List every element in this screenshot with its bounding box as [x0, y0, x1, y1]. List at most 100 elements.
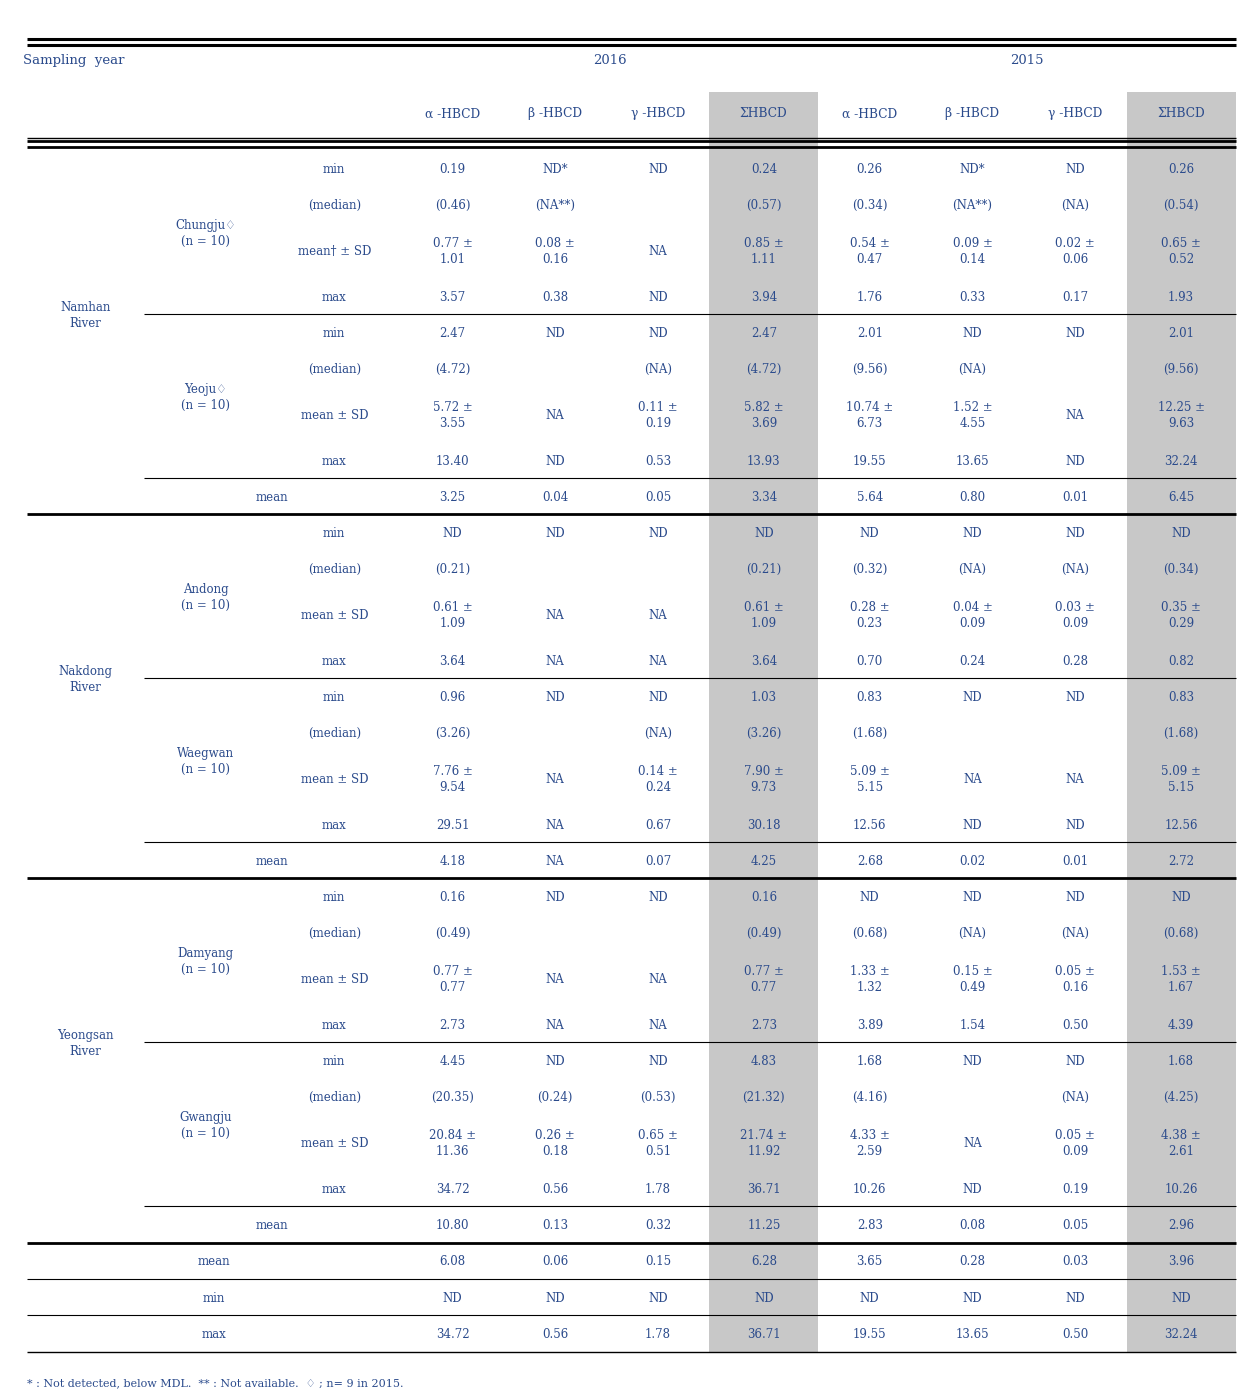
Text: α -HBCD: α -HBCD: [425, 108, 480, 120]
Text: 2.01: 2.01: [1167, 327, 1195, 340]
Text: 5.09 ±
5.15: 5.09 ± 5.15: [1161, 765, 1201, 794]
Text: 1.52 ±
4.55: 1.52 ± 4.55: [952, 401, 993, 429]
Text: 3.89: 3.89: [857, 1019, 883, 1032]
Text: 1.78: 1.78: [645, 1183, 671, 1197]
Text: 0.19: 0.19: [1062, 1183, 1088, 1197]
Text: 13.65: 13.65: [956, 454, 989, 468]
Text: (NA): (NA): [1061, 1092, 1089, 1104]
Text: mean† ± SD: mean† ± SD: [297, 245, 371, 257]
Text: ND*: ND*: [542, 162, 568, 176]
Text: ND: ND: [963, 1183, 982, 1197]
Text: ND*: ND*: [959, 162, 985, 176]
Text: (NA): (NA): [958, 927, 987, 941]
Text: (median): (median): [308, 199, 360, 211]
Text: 0.80: 0.80: [959, 491, 985, 503]
Text: 2.73: 2.73: [750, 1019, 777, 1032]
Text: NA: NA: [1066, 773, 1084, 786]
Text: 0.96: 0.96: [439, 691, 465, 705]
Text: 32.24: 32.24: [1164, 1328, 1198, 1341]
Text: β -HBCD: β -HBCD: [946, 108, 999, 120]
Text: (NA): (NA): [1061, 199, 1089, 211]
Text: 4.33 ±
2.59: 4.33 ± 2.59: [849, 1130, 890, 1159]
Text: ND: ND: [546, 691, 565, 705]
Text: 12.56: 12.56: [853, 819, 886, 832]
Text: 0.26: 0.26: [1167, 162, 1195, 176]
Text: mean ± SD: mean ± SD: [301, 408, 368, 422]
Text: 4.39: 4.39: [1167, 1019, 1195, 1032]
Text: 13.93: 13.93: [747, 454, 781, 468]
Text: (0.24): (0.24): [537, 1092, 573, 1104]
Bar: [709, 92, 818, 1352]
Text: 3.96: 3.96: [1167, 1255, 1195, 1268]
Text: ND: ND: [546, 527, 565, 540]
Text: mean: mean: [256, 856, 288, 868]
Text: mean: mean: [198, 1255, 230, 1268]
Text: (21.32): (21.32): [743, 1092, 785, 1104]
Text: mean ± SD: mean ± SD: [301, 1138, 368, 1151]
Text: 10.26: 10.26: [1164, 1183, 1198, 1197]
Text: ND: ND: [1066, 454, 1084, 468]
Text: 0.05 ±
0.16: 0.05 ± 0.16: [1055, 965, 1096, 994]
Text: NA: NA: [649, 973, 667, 986]
Text: 7.90 ±
9.73: 7.90 ± 9.73: [744, 765, 784, 794]
Text: α -HBCD: α -HBCD: [842, 108, 898, 120]
Text: ND: ND: [963, 527, 982, 540]
Text: 0.53: 0.53: [645, 454, 671, 468]
Text: ND: ND: [546, 454, 565, 468]
Text: NA: NA: [546, 773, 565, 786]
Text: 1.33 ±
1.32: 1.33 ± 1.32: [849, 965, 890, 994]
Text: 5.09 ±
5.15: 5.09 ± 5.15: [849, 765, 890, 794]
Text: 36.71: 36.71: [747, 1328, 781, 1341]
Text: (0.68): (0.68): [1164, 927, 1198, 941]
Text: (9.56): (9.56): [852, 362, 888, 376]
Text: mean ± SD: mean ± SD: [301, 610, 368, 622]
Text: Damyang
(n = 10): Damyang (n = 10): [177, 948, 234, 976]
Text: ND: ND: [1171, 1292, 1191, 1304]
Text: 0.65 ±
0.52: 0.65 ± 0.52: [1161, 236, 1201, 266]
Text: ND: ND: [649, 1055, 667, 1068]
Text: (median): (median): [308, 927, 360, 941]
Text: 1.03: 1.03: [750, 691, 777, 705]
Text: 0.77 ±
1.01: 0.77 ± 1.01: [432, 236, 473, 266]
Text: 0.15: 0.15: [645, 1255, 671, 1268]
Text: 0.24: 0.24: [959, 654, 985, 668]
Text: 3.94: 3.94: [750, 291, 777, 303]
Text: 3.57: 3.57: [439, 291, 465, 303]
Text: 0.28 ±
0.23: 0.28 ± 0.23: [849, 601, 890, 630]
Text: 4.38 ±
2.61: 4.38 ± 2.61: [1161, 1130, 1201, 1159]
Text: (median): (median): [308, 362, 360, 376]
Text: 3.65: 3.65: [857, 1255, 883, 1268]
Text: 0.17: 0.17: [1062, 291, 1088, 303]
Text: ND: ND: [963, 1055, 982, 1068]
Text: 11.25: 11.25: [748, 1219, 780, 1233]
Text: (NA): (NA): [644, 727, 672, 740]
Text: NA: NA: [649, 1019, 667, 1032]
Text: 1.53 ±
1.67: 1.53 ± 1.67: [1161, 965, 1201, 994]
Text: (NA): (NA): [1061, 563, 1089, 576]
Text: ND: ND: [963, 691, 982, 705]
Text: (4.72): (4.72): [747, 362, 781, 376]
Text: 0.65 ±
0.51: 0.65 ± 0.51: [638, 1130, 678, 1159]
Text: 0.26: 0.26: [857, 162, 883, 176]
Text: 3.25: 3.25: [439, 491, 465, 503]
Text: (0.21): (0.21): [435, 563, 470, 576]
Text: (0.54): (0.54): [1164, 199, 1198, 211]
Text: (0.21): (0.21): [747, 563, 781, 576]
Text: 6.08: 6.08: [439, 1255, 465, 1268]
Text: 0.35 ±
0.29: 0.35 ± 0.29: [1161, 601, 1201, 630]
Text: max: max: [202, 1328, 227, 1341]
Text: ND: ND: [649, 291, 667, 303]
Text: ND: ND: [546, 1292, 565, 1304]
Text: 0.15 ±
0.49: 0.15 ± 0.49: [952, 965, 993, 994]
Text: 36.71: 36.71: [747, 1183, 781, 1197]
Text: 0.09 ±
0.14: 0.09 ± 0.14: [952, 236, 993, 266]
Text: (4.16): (4.16): [852, 1092, 888, 1104]
Text: ND: ND: [1171, 891, 1191, 905]
Text: ND: ND: [963, 327, 982, 340]
Text: Chungju♢
(n = 10): Chungju♢ (n = 10): [176, 218, 235, 247]
Text: NA: NA: [649, 654, 667, 668]
Bar: [1127, 92, 1236, 1352]
Text: ND: ND: [649, 527, 667, 540]
Text: Nakdong
River: Nakdong River: [58, 665, 113, 693]
Text: min: min: [323, 162, 345, 176]
